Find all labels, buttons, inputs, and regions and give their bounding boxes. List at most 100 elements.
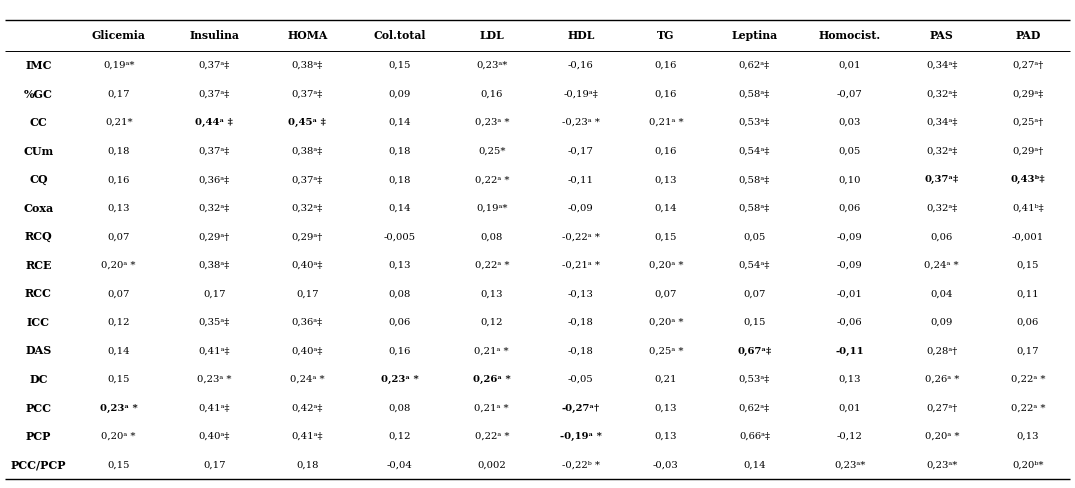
Text: 0,12: 0,12 bbox=[481, 318, 503, 327]
Text: 0,14: 0,14 bbox=[108, 346, 130, 355]
Text: -0,23ᵃ *: -0,23ᵃ * bbox=[562, 118, 600, 127]
Text: CC: CC bbox=[29, 117, 47, 128]
Text: 0,08: 0,08 bbox=[481, 232, 503, 241]
Text: 0,15: 0,15 bbox=[1017, 261, 1040, 270]
Text: Insulina: Insulina bbox=[189, 30, 239, 41]
Text: CQ: CQ bbox=[29, 174, 47, 185]
Text: 0,29ᵃ†: 0,29ᵃ† bbox=[291, 232, 322, 241]
Text: 0,07: 0,07 bbox=[655, 289, 677, 298]
Text: -0,19ᵃ‡: -0,19ᵃ‡ bbox=[563, 90, 599, 99]
Text: 0,17: 0,17 bbox=[296, 289, 318, 298]
Text: 0,09: 0,09 bbox=[931, 318, 952, 327]
Text: TG: TG bbox=[657, 30, 675, 41]
Text: -0,09: -0,09 bbox=[837, 261, 863, 270]
Text: 0,06: 0,06 bbox=[389, 318, 411, 327]
Text: 0,15: 0,15 bbox=[108, 375, 130, 384]
Text: DAS: DAS bbox=[25, 346, 52, 357]
Text: 0,15: 0,15 bbox=[655, 232, 677, 241]
Text: 0,06: 0,06 bbox=[838, 204, 861, 213]
Text: 0,38ᵃ‡: 0,38ᵃ‡ bbox=[199, 261, 230, 270]
Text: 0,20ᵃ *: 0,20ᵃ * bbox=[924, 432, 959, 441]
Text: 0,13: 0,13 bbox=[388, 261, 411, 270]
Text: 0,13: 0,13 bbox=[481, 289, 503, 298]
Text: 0,41ᵃ‡: 0,41ᵃ‡ bbox=[199, 346, 230, 355]
Text: 0,32ᵃ‡: 0,32ᵃ‡ bbox=[927, 147, 958, 156]
Text: PCC/PCP: PCC/PCP bbox=[11, 460, 66, 471]
Text: 0,21ᵃ *: 0,21ᵃ * bbox=[474, 404, 510, 412]
Text: 0,44ᵃ ‡: 0,44ᵃ ‡ bbox=[196, 118, 233, 127]
Text: 0,13: 0,13 bbox=[655, 404, 677, 412]
Text: 0,22ᵃ *: 0,22ᵃ * bbox=[474, 432, 510, 441]
Text: PCP: PCP bbox=[26, 431, 51, 442]
Text: 0,66ᵃ‡: 0,66ᵃ‡ bbox=[739, 432, 770, 441]
Text: -0,06: -0,06 bbox=[837, 318, 862, 327]
Text: 0,22ᵃ *: 0,22ᵃ * bbox=[1010, 404, 1045, 412]
Text: 0,16: 0,16 bbox=[481, 90, 503, 99]
Text: 0,18: 0,18 bbox=[388, 175, 411, 184]
Text: 0,10: 0,10 bbox=[838, 175, 861, 184]
Text: 0,21ᵃ *: 0,21ᵃ * bbox=[648, 118, 684, 127]
Text: 0,15: 0,15 bbox=[388, 61, 411, 70]
Text: Coxa: Coxa bbox=[24, 203, 54, 214]
Text: 0,03: 0,03 bbox=[838, 118, 861, 127]
Text: 0,54ᵃ‡: 0,54ᵃ‡ bbox=[739, 261, 770, 270]
Text: -0,27ᵃ†: -0,27ᵃ† bbox=[562, 404, 600, 412]
Text: -0,19ᵃ *: -0,19ᵃ * bbox=[560, 432, 602, 441]
Text: 0,17: 0,17 bbox=[203, 289, 226, 298]
Text: 0,17: 0,17 bbox=[108, 90, 130, 99]
Text: 0,35ᵃ‡: 0,35ᵃ‡ bbox=[199, 318, 230, 327]
Text: 0,16: 0,16 bbox=[655, 90, 677, 99]
Text: 0,58ᵃ‡: 0,58ᵃ‡ bbox=[739, 204, 770, 213]
Text: 0,06: 0,06 bbox=[931, 232, 952, 241]
Text: 0,22ᵃ *: 0,22ᵃ * bbox=[1010, 375, 1045, 384]
Text: RCE: RCE bbox=[25, 260, 52, 271]
Text: 0,15: 0,15 bbox=[108, 461, 130, 469]
Text: RCQ: RCQ bbox=[25, 231, 53, 243]
Text: PAD: PAD bbox=[1015, 30, 1041, 41]
Text: 0,26ᵃ *: 0,26ᵃ * bbox=[473, 375, 511, 384]
Text: LDL: LDL bbox=[479, 30, 504, 41]
Text: 0,19ᵃ*: 0,19ᵃ* bbox=[103, 61, 134, 70]
Text: 0,58ᵃ‡: 0,58ᵃ‡ bbox=[739, 175, 770, 184]
Text: 0,25ᵃ *: 0,25ᵃ * bbox=[648, 346, 683, 355]
Text: 0,37ᵃ‡: 0,37ᵃ‡ bbox=[291, 90, 322, 99]
Text: 0,23ᵃ *: 0,23ᵃ * bbox=[381, 375, 419, 384]
Text: 0,36ᵃ‡: 0,36ᵃ‡ bbox=[291, 318, 322, 327]
Text: 0,11: 0,11 bbox=[1017, 289, 1040, 298]
Text: 0,22ᵃ *: 0,22ᵃ * bbox=[474, 175, 510, 184]
Text: 0,20ᵃ *: 0,20ᵃ * bbox=[101, 432, 137, 441]
Text: 0,20ᵃ *: 0,20ᵃ * bbox=[648, 318, 683, 327]
Text: 0,38ᵃ‡: 0,38ᵃ‡ bbox=[291, 61, 322, 70]
Text: 0,20ᵃ *: 0,20ᵃ * bbox=[101, 261, 137, 270]
Text: -0,09: -0,09 bbox=[837, 232, 863, 241]
Text: 0,29ᵃ†: 0,29ᵃ† bbox=[1013, 147, 1044, 156]
Text: HOMA: HOMA bbox=[287, 30, 328, 41]
Text: 0,23ᵃ*: 0,23ᵃ* bbox=[834, 461, 865, 469]
Text: -0,005: -0,005 bbox=[384, 232, 416, 241]
Text: 0,002: 0,002 bbox=[477, 461, 506, 469]
Text: 0,40ᵃ‡: 0,40ᵃ‡ bbox=[291, 346, 322, 355]
Text: 0,14: 0,14 bbox=[388, 118, 411, 127]
Text: -0,22ᵇ *: -0,22ᵇ * bbox=[562, 461, 600, 469]
Text: 0,16: 0,16 bbox=[389, 346, 411, 355]
Text: 0,13: 0,13 bbox=[655, 175, 677, 184]
Text: Glicemia: Glicemia bbox=[91, 30, 146, 41]
Text: 0,16: 0,16 bbox=[108, 175, 130, 184]
Text: 0,20ᵇ*: 0,20ᵇ* bbox=[1013, 461, 1044, 469]
Text: 0,25ᵃ†: 0,25ᵃ† bbox=[1013, 118, 1044, 127]
Text: 0,04: 0,04 bbox=[931, 289, 954, 298]
Text: 0,26ᵃ *: 0,26ᵃ * bbox=[924, 375, 959, 384]
Text: 0,29ᵃ‡: 0,29ᵃ‡ bbox=[1013, 90, 1044, 99]
Text: 0,08: 0,08 bbox=[389, 404, 411, 412]
Text: 0,27ᵃ†: 0,27ᵃ† bbox=[1013, 61, 1044, 70]
Text: 0,34ᵃ‡: 0,34ᵃ‡ bbox=[926, 118, 958, 127]
Text: 0,25*: 0,25* bbox=[478, 147, 505, 156]
Text: -0,16: -0,16 bbox=[568, 61, 593, 70]
Text: 0,34ᵃ‡: 0,34ᵃ‡ bbox=[926, 61, 958, 70]
Text: 0,37ᵃ‡: 0,37ᵃ‡ bbox=[291, 175, 322, 184]
Text: 0,24ᵃ *: 0,24ᵃ * bbox=[924, 261, 959, 270]
Text: -0,001: -0,001 bbox=[1012, 232, 1044, 241]
Text: -0,11: -0,11 bbox=[835, 346, 864, 355]
Text: 0,54ᵃ‡: 0,54ᵃ‡ bbox=[739, 147, 770, 156]
Text: 0,41ᵃ‡: 0,41ᵃ‡ bbox=[291, 432, 324, 441]
